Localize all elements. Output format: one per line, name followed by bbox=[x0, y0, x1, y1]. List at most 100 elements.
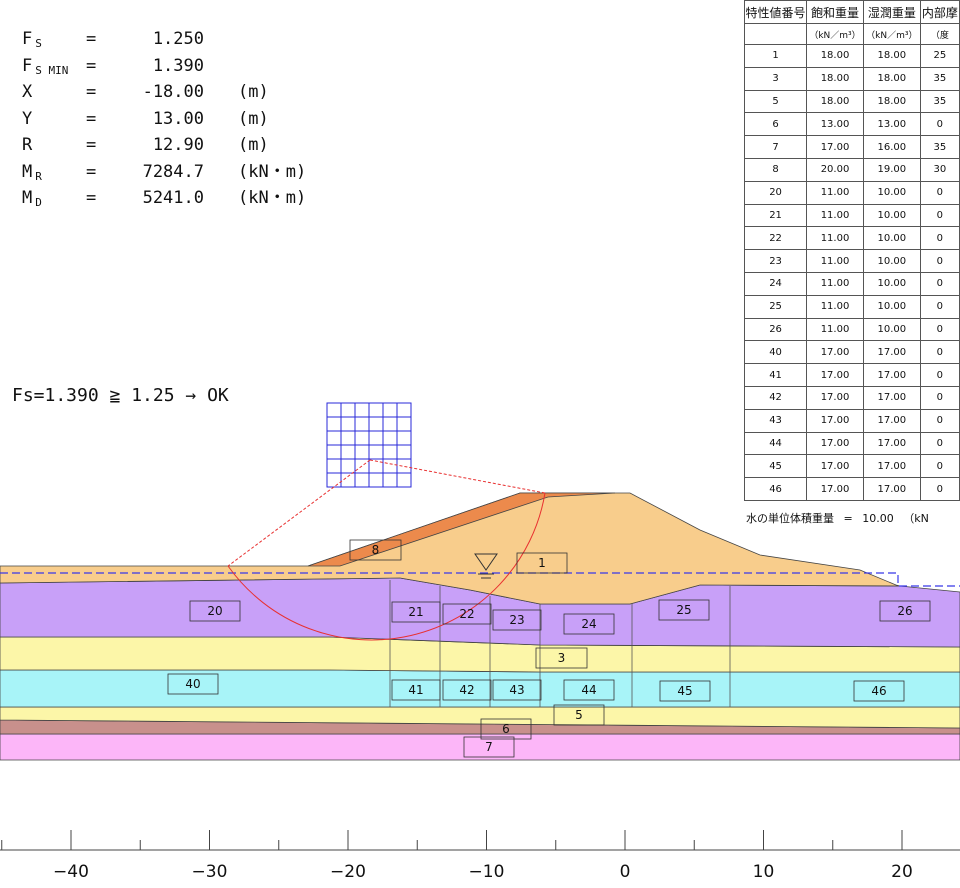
layer-label-text: 44 bbox=[581, 683, 596, 697]
layer-label-8: 8 bbox=[349, 539, 402, 561]
layer-label-7: 7 bbox=[463, 736, 515, 758]
unit-id bbox=[743, 23, 808, 45]
table-row: 21 11.00 10.00 0 bbox=[743, 203, 960, 228]
layer-label-5: 5 bbox=[553, 704, 605, 726]
table-cell: 30 bbox=[919, 157, 960, 182]
layer-label-text: 21 bbox=[408, 605, 423, 619]
table-cell: 0 bbox=[919, 180, 960, 205]
layer-label-6: 6 bbox=[480, 718, 532, 740]
table-cell: 17.00 bbox=[806, 340, 864, 365]
result-name: R bbox=[22, 135, 33, 155]
soil-properties-table: 特性値番号 飽和重量 湿潤重量 内部摩 （kN／m³） （kN／m³） （度 1… bbox=[743, 0, 960, 501]
table-cell: 25 bbox=[743, 294, 808, 319]
result-unit: (m) bbox=[238, 82, 269, 102]
table-cell: 35 bbox=[919, 89, 960, 114]
table-cell: 17.00 bbox=[862, 408, 921, 433]
table-cell: 0 bbox=[919, 431, 960, 456]
table-cell: 10.00 bbox=[862, 180, 921, 205]
table-cell: 0 bbox=[919, 271, 960, 296]
water-note-unit: （kN bbox=[903, 512, 929, 525]
table-row: 1 18.00 18.00 25 bbox=[743, 44, 960, 68]
water-note-eq: = bbox=[843, 512, 853, 525]
table-cell: 17.00 bbox=[806, 431, 864, 456]
table-cell: 45 bbox=[743, 454, 808, 479]
table-cell: 13.00 bbox=[862, 112, 921, 137]
table-cell: 20.00 bbox=[806, 157, 864, 182]
table-cell: 0 bbox=[919, 294, 960, 319]
table-cell: 25 bbox=[919, 44, 960, 68]
table-units-row: （kN／m³） （kN／m³） （度 bbox=[743, 23, 960, 45]
table-cell: 10.00 bbox=[862, 226, 921, 251]
layer-label-42: 42 bbox=[442, 679, 492, 701]
result-eq: = bbox=[86, 82, 97, 102]
table-row: 43 17.00 17.00 0 bbox=[743, 408, 960, 433]
table-cell: 7 bbox=[743, 135, 808, 159]
header-friction-angle: 内部摩 bbox=[919, 0, 960, 24]
layer-label-text: 22 bbox=[459, 607, 474, 621]
result-value: 12.90 bbox=[152, 135, 204, 155]
layer-label-text: 43 bbox=[509, 683, 524, 697]
layer-8-region bbox=[307, 492, 616, 567]
table-cell: 26 bbox=[743, 317, 808, 342]
table-row: 41 17.00 17.00 0 bbox=[743, 363, 960, 387]
axis-tick-label: 0 bbox=[620, 862, 631, 882]
table-cell: 11.00 bbox=[806, 271, 864, 296]
table-row: 22 11.00 10.00 0 bbox=[743, 226, 960, 251]
layer-label-text: 24 bbox=[581, 617, 596, 631]
result-eq: = bbox=[86, 135, 97, 155]
header-saturated-weight: 飽和重量 bbox=[806, 0, 864, 24]
table-cell: 11.00 bbox=[806, 226, 864, 251]
table-cell: 5 bbox=[743, 89, 808, 114]
table-cell: 17.00 bbox=[862, 385, 921, 410]
result-value: 1.250 bbox=[152, 29, 204, 49]
axis-tick-label: −10 bbox=[469, 862, 505, 882]
layer-label-text: 6 bbox=[502, 722, 510, 736]
table-cell: 0 bbox=[919, 203, 960, 228]
table-cell: 8 bbox=[743, 157, 808, 182]
layer-label-43: 43 bbox=[492, 679, 542, 701]
result-eq: = bbox=[86, 188, 97, 208]
result-value: 1.390 bbox=[152, 55, 204, 76]
table-cell: 17.00 bbox=[806, 135, 864, 159]
unit-friction-angle: （度 bbox=[919, 23, 960, 45]
table-row: 45 17.00 17.00 0 bbox=[743, 454, 960, 479]
table-cell: 17.00 bbox=[862, 363, 921, 387]
table-cell: 6 bbox=[743, 112, 808, 137]
layer-label-text: 42 bbox=[459, 683, 474, 697]
unit-saturated-weight: （kN／m³） bbox=[806, 23, 864, 45]
layer-label-1: 1 bbox=[516, 552, 568, 574]
table-cell: 10.00 bbox=[862, 249, 921, 273]
table-cell: 17.00 bbox=[806, 408, 864, 433]
table-row: 24 11.00 10.00 0 bbox=[743, 271, 960, 296]
header-wet-weight: 湿潤重量 bbox=[862, 0, 921, 24]
table-cell: 3 bbox=[743, 66, 808, 91]
layer-label-text: 46 bbox=[871, 684, 886, 698]
layer-label-text: 1 bbox=[538, 556, 546, 570]
table-cell: 17.00 bbox=[862, 340, 921, 365]
table-cell: 0 bbox=[919, 249, 960, 273]
axis-tick-label: 20 bbox=[891, 862, 913, 882]
result-value: 7284.7 bbox=[142, 161, 204, 182]
result-unit: (kN・m) bbox=[238, 161, 307, 182]
layer-label-46: 46 bbox=[853, 680, 905, 702]
table-cell: 17.00 bbox=[806, 385, 864, 410]
water-table-line bbox=[0, 572, 960, 587]
table-header-row: 特性値番号 飽和重量 湿潤重量 内部摩 bbox=[743, 0, 960, 24]
result-name: X bbox=[22, 82, 33, 102]
table-row: 20 11.00 10.00 0 bbox=[743, 180, 960, 205]
table-cell: 0 bbox=[919, 112, 960, 137]
result-eq: = bbox=[86, 108, 97, 129]
table-row: 26 11.00 10.00 0 bbox=[743, 317, 960, 342]
table-cell: 35 bbox=[919, 135, 960, 159]
table-row: 23 11.00 10.00 0 bbox=[743, 249, 960, 273]
table-cell: 40 bbox=[743, 340, 808, 365]
table-cell: 0 bbox=[919, 340, 960, 365]
layer-40-region bbox=[0, 669, 960, 708]
table-cell: 10.00 bbox=[862, 294, 921, 319]
layer-label-text: 25 bbox=[676, 603, 691, 617]
layer-label-22: 22 bbox=[442, 603, 492, 625]
table-cell: 22 bbox=[743, 226, 808, 251]
